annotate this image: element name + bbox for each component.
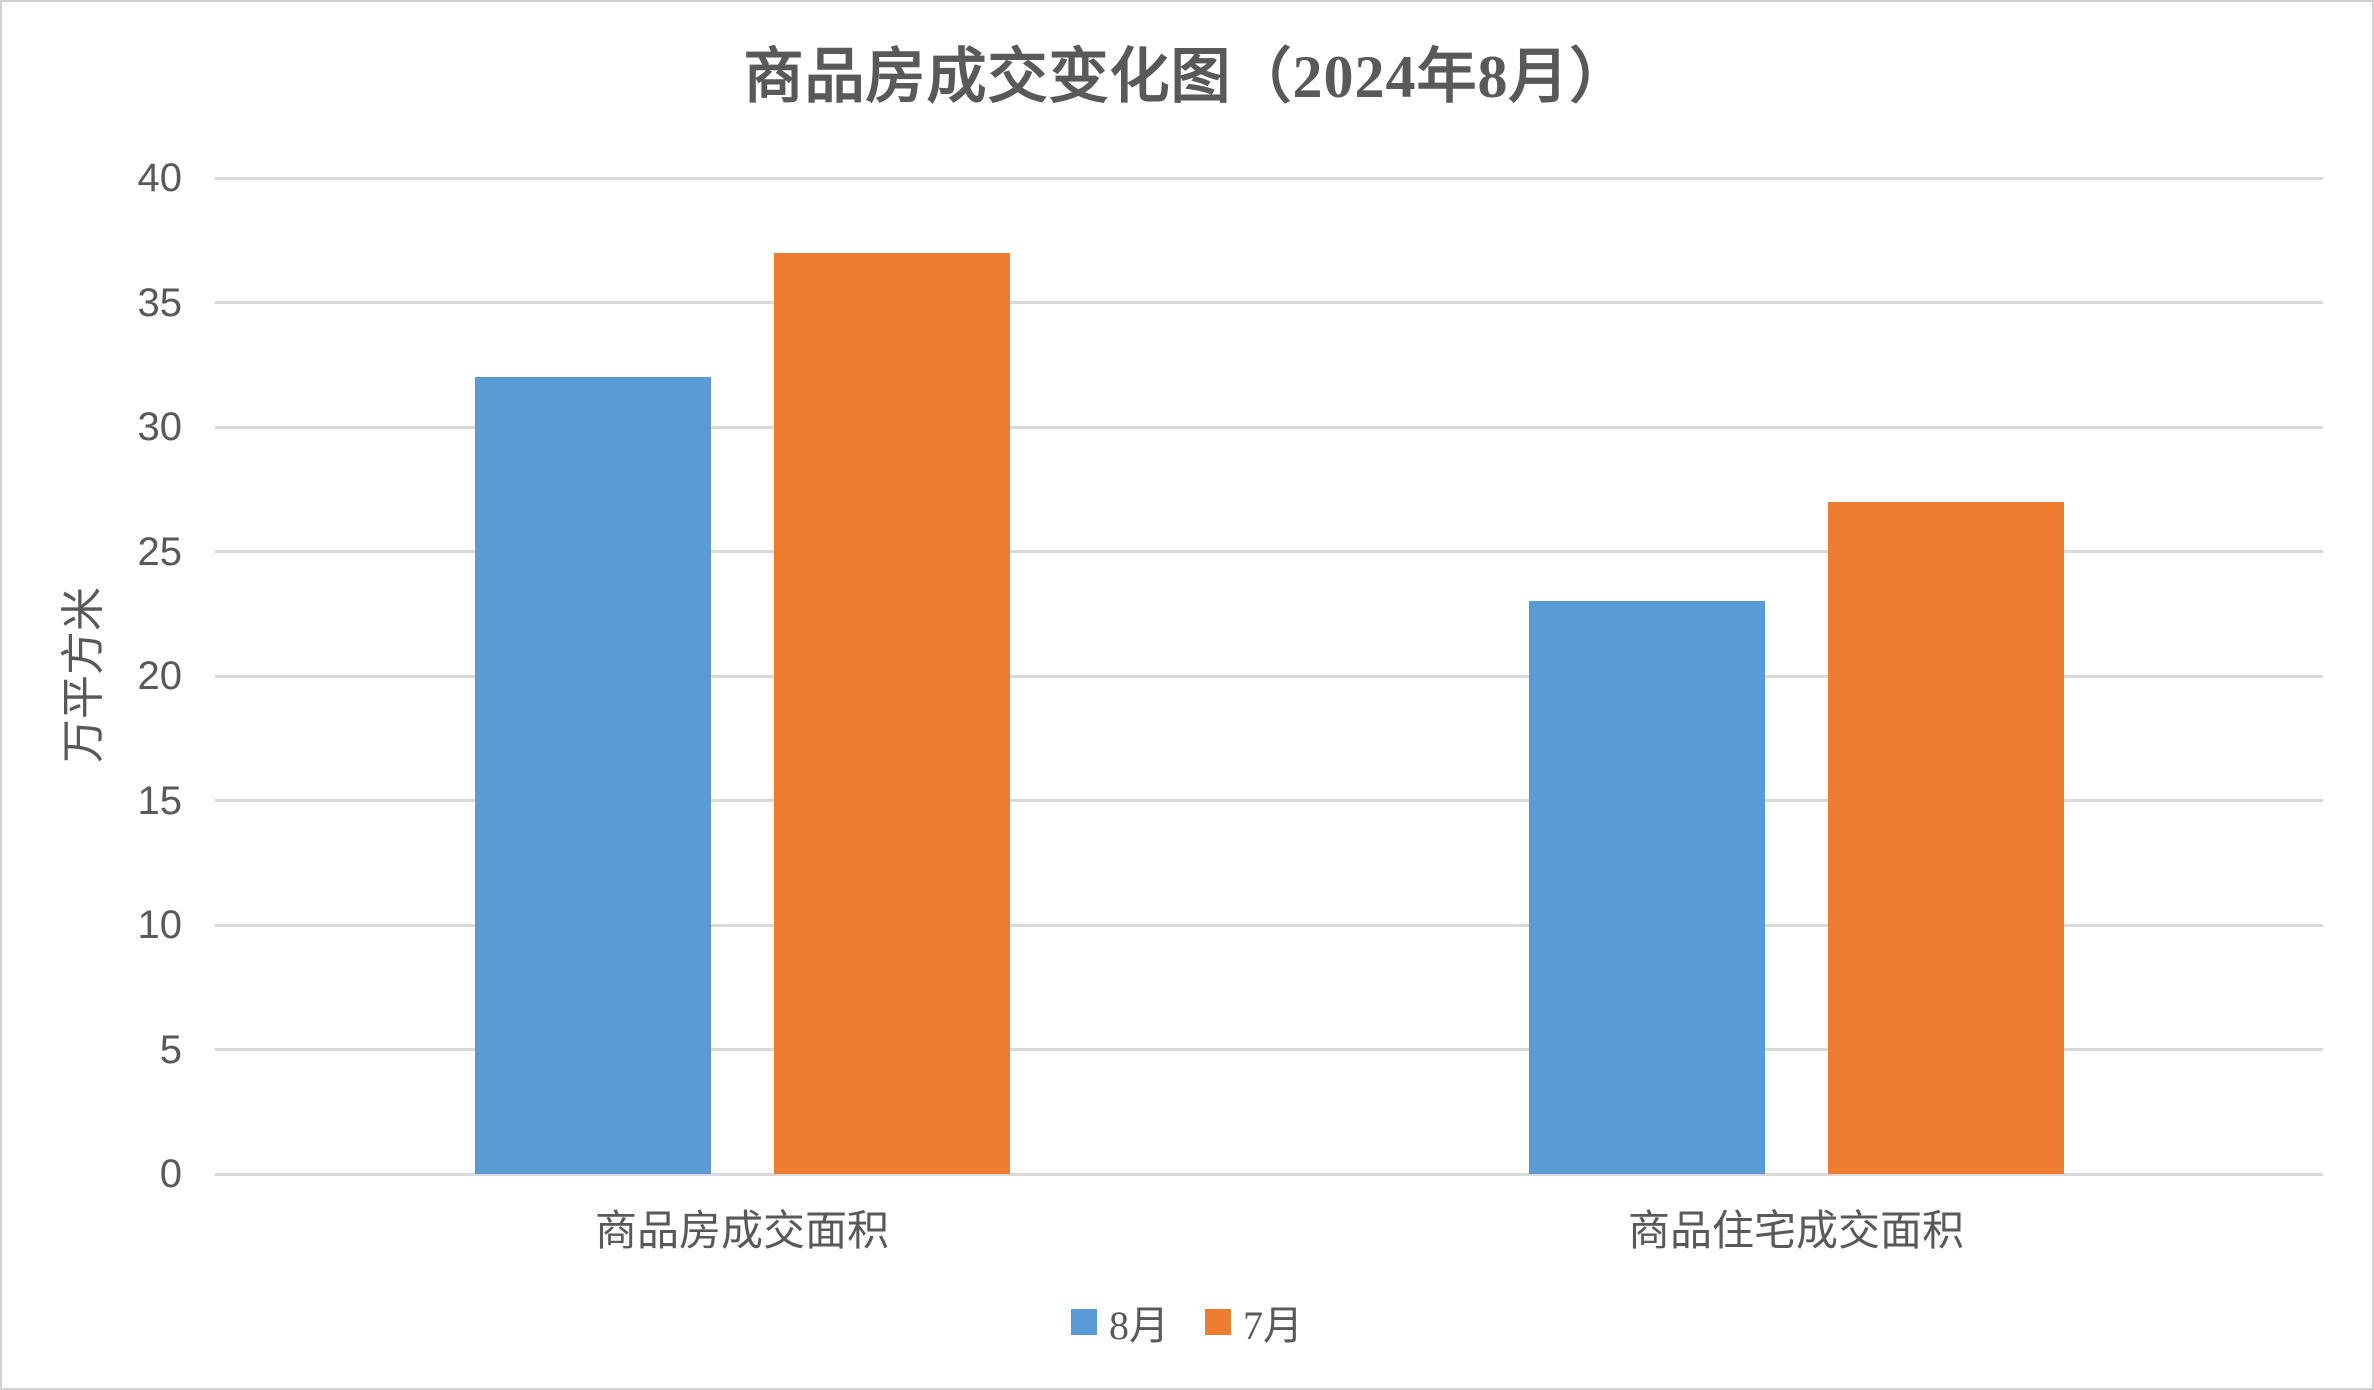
legend-entry-0: 8月: [1071, 1293, 1169, 1351]
category-label-0: 商品房成交面积: [594, 1209, 889, 1255]
legend-swatch-icon: [1205, 1309, 1231, 1335]
gridline-y-35: [215, 301, 2323, 304]
y-tick-label-0: 0: [159, 1152, 182, 1196]
y-tick-label-35: 35: [137, 280, 183, 325]
y-tick-label-25: 25: [137, 529, 183, 574]
gridline-y-10: [215, 923, 2323, 927]
y-tick-label-20: 20: [137, 654, 183, 698]
gridline-y-15: [215, 799, 2323, 802]
category-label-1: 商品住宅成交面积: [1627, 1209, 1964, 1255]
bar-series-1-category-0: [773, 252, 1010, 1174]
legend-label-1: 7月: [1243, 1303, 1303, 1348]
gridline-y-0: [215, 1172, 2323, 1176]
bar-series-0-category-1: [1528, 601, 1765, 1174]
chart-title: 商品房成交变化图（2024年8月）: [743, 44, 1631, 110]
y-tick-label-10: 10: [137, 903, 183, 947]
gridline-y-20: [215, 674, 2323, 678]
plot-area: [215, 176, 2323, 1176]
bar-series-0-category-0: [474, 377, 711, 1174]
gridline-y-5: [215, 1048, 2323, 1051]
gridline-y-40: [215, 176, 2323, 180]
legend-entry-1: 7月: [1205, 1293, 1303, 1351]
y-tick-label-30: 30: [137, 405, 183, 449]
legend: 8月 7月: [2, 1297, 2372, 1348]
y-tick-label-40: 40: [137, 156, 183, 200]
legend-swatch-icon: [1071, 1309, 1097, 1335]
gridline-y-30: [215, 425, 2323, 429]
legend-label-0: 8月: [1109, 1303, 1169, 1348]
gridline-y-25: [215, 550, 2323, 553]
y-tick-label-5: 5: [159, 1027, 182, 1072]
y-tick-label-15: 15: [137, 778, 183, 823]
bar-series-1-category-1: [1827, 501, 2064, 1174]
